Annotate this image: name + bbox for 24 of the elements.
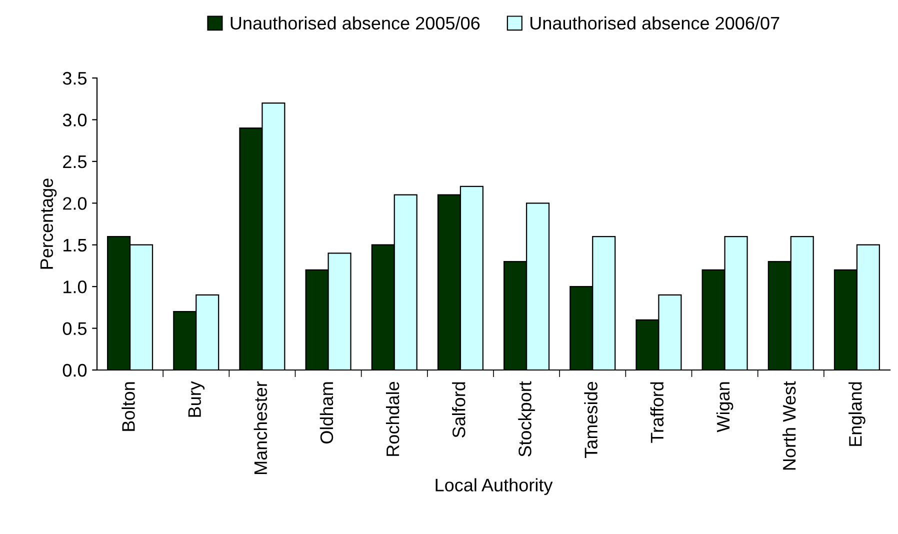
x-tick-label: Bury bbox=[188, 381, 205, 417]
x-tick-label: Wigan bbox=[716, 382, 734, 432]
x-tick-label: Salford bbox=[452, 382, 466, 438]
x-tick-label: Stockport bbox=[518, 381, 535, 457]
legend-label: Unauthorised absence 2006/07 bbox=[530, 16, 780, 30]
y-tick-label: 2.0 bbox=[63, 197, 87, 210]
x-axis-title: Local Authority bbox=[436, 478, 553, 496]
x-tick-label: Trafford bbox=[650, 382, 664, 443]
x-tick-label: Manchester bbox=[254, 381, 268, 474]
x-tick-label: Rochdale bbox=[386, 382, 400, 456]
x-tick-label: Tameside bbox=[584, 382, 598, 458]
legend-label: Unauthorised absence 2005/06 bbox=[230, 16, 480, 30]
x-tick-label: Bolton bbox=[122, 382, 135, 431]
y-tick-label: 1.5 bbox=[64, 238, 87, 252]
x-tick-label: Oldham bbox=[320, 382, 334, 444]
y-tick-label: 3.0 bbox=[62, 114, 87, 126]
y-tick-label: 0.0 bbox=[62, 364, 87, 377]
y-tick-label: 1.0 bbox=[64, 280, 87, 294]
y-tick-label: 3.5 bbox=[62, 72, 87, 85]
x-tick-label: North West bbox=[782, 381, 796, 470]
y-tick-label: 2.5 bbox=[63, 155, 87, 168]
y-tick-label: 0.5 bbox=[62, 322, 87, 336]
x-tick-label: England bbox=[848, 382, 866, 446]
y-axis-title: Percentage bbox=[40, 178, 57, 269]
